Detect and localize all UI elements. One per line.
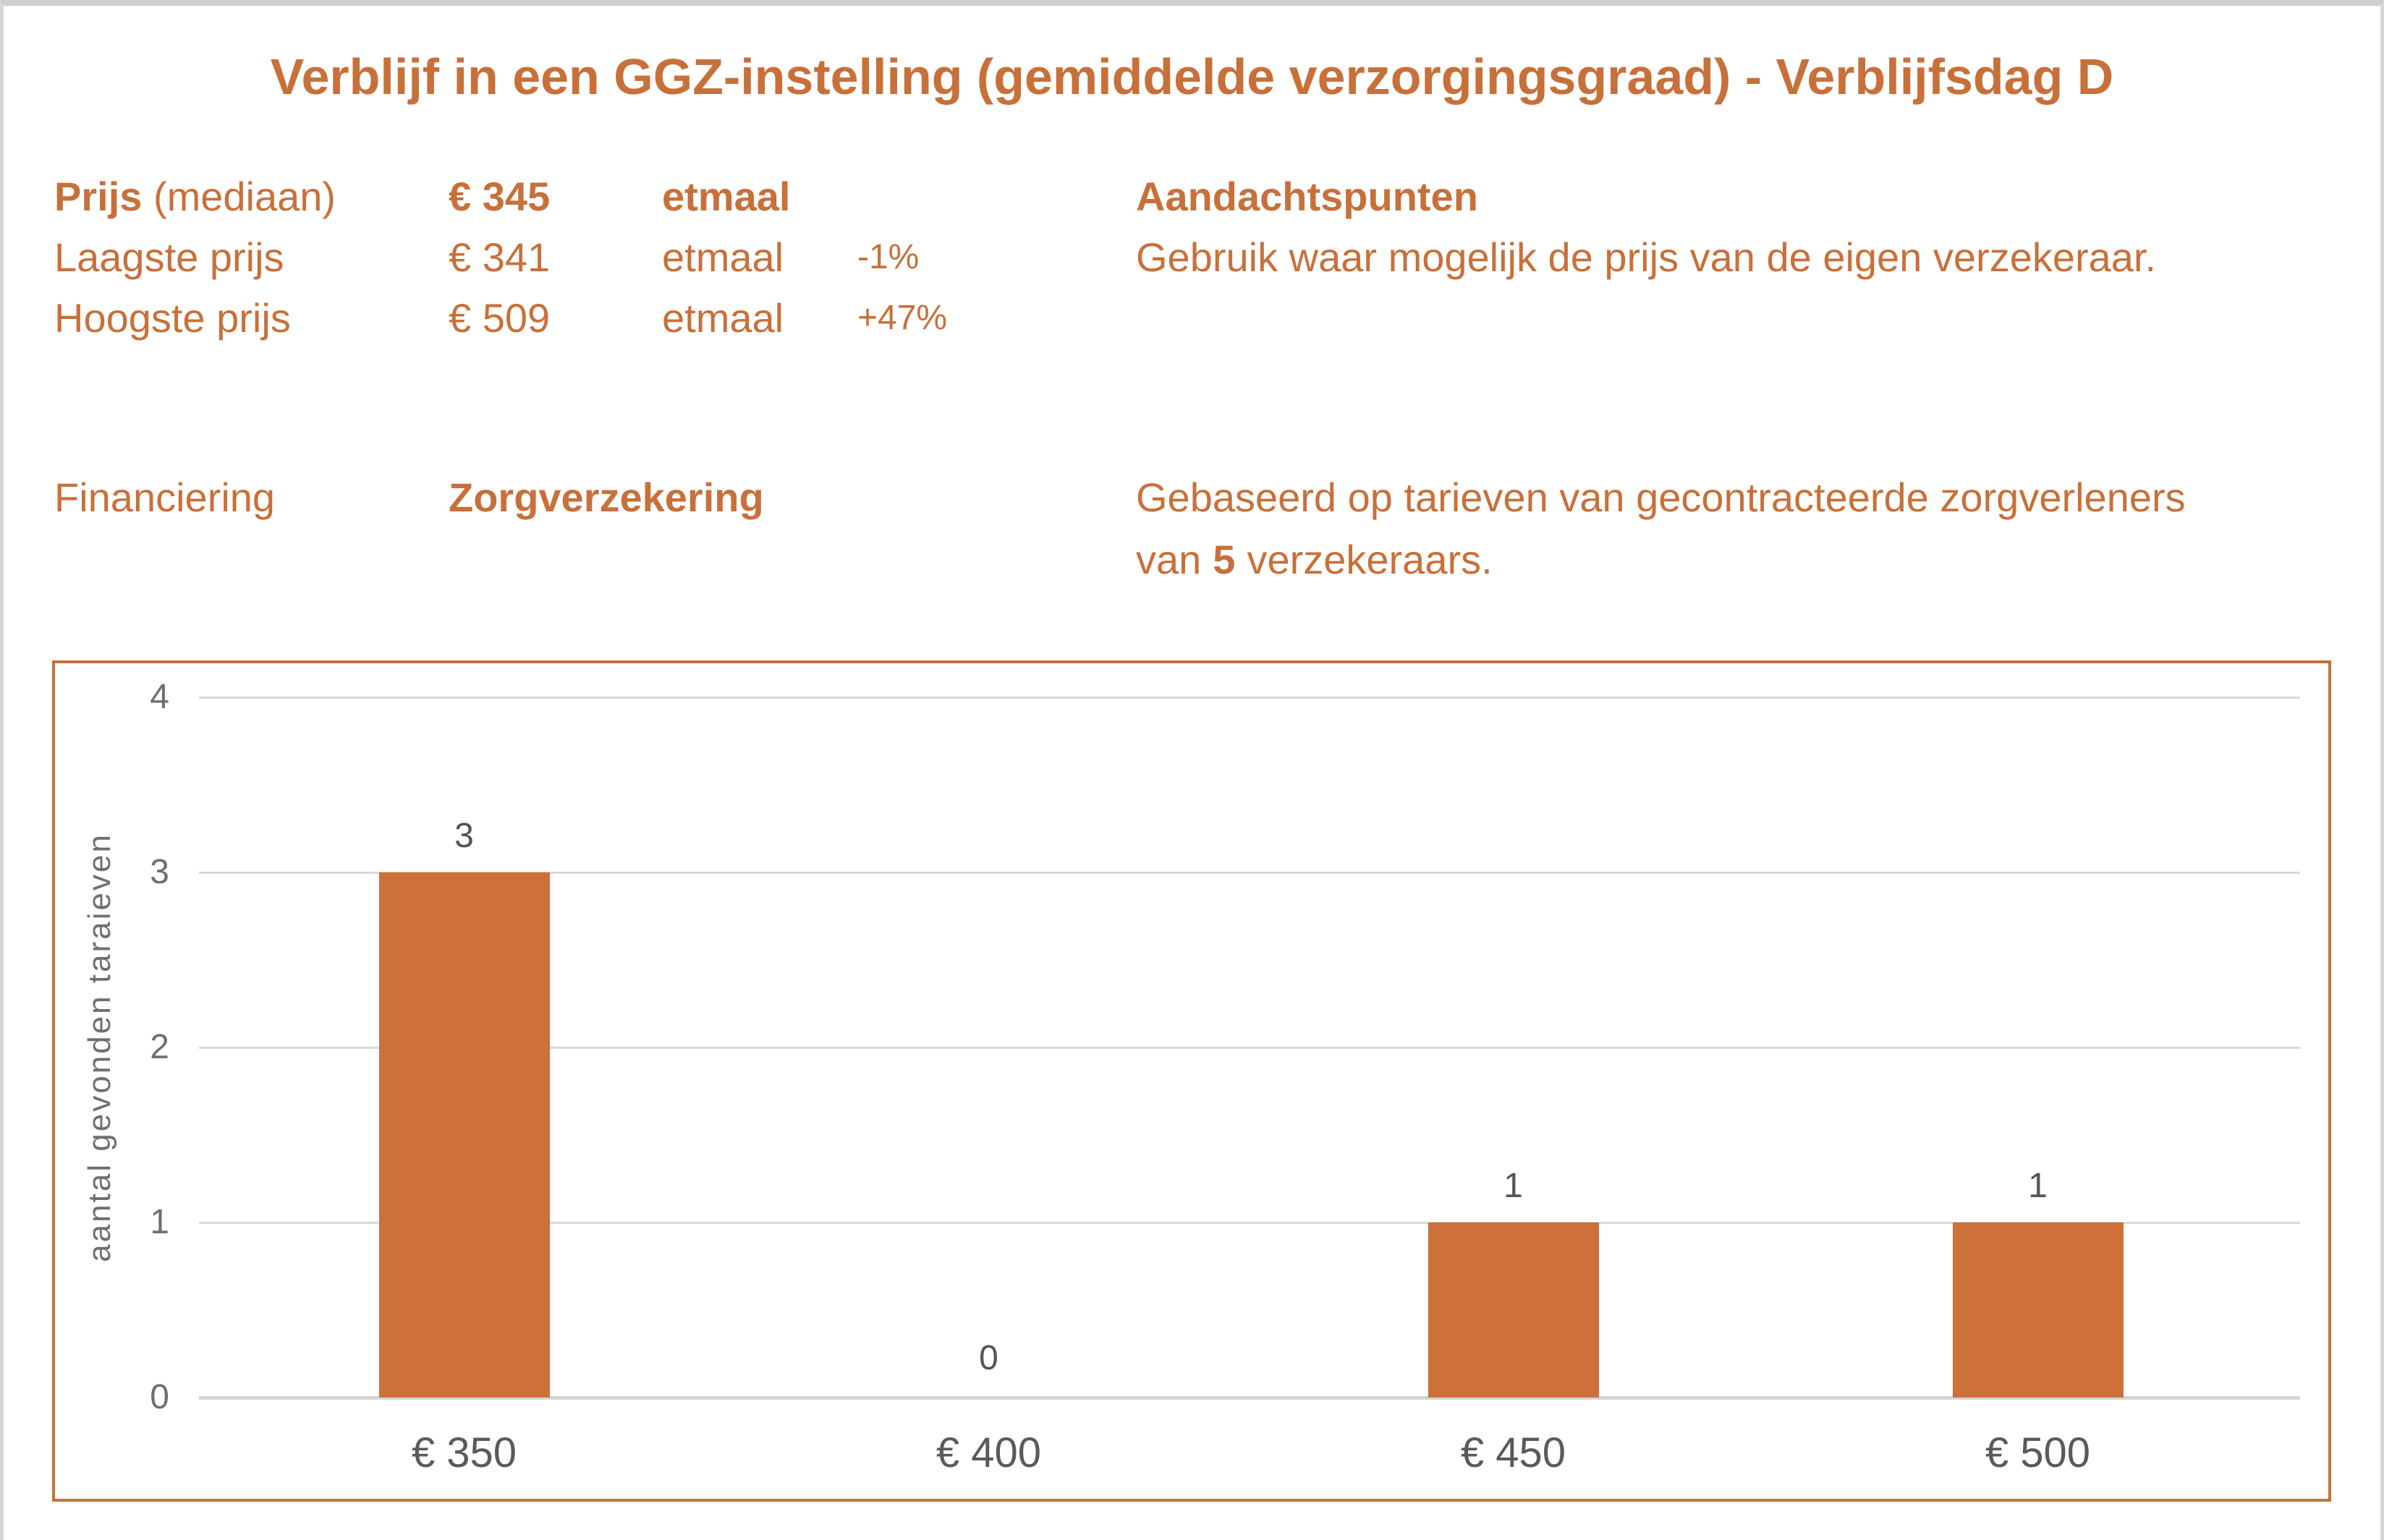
price-median-value: € 345 xyxy=(449,174,551,219)
x-axis-line xyxy=(199,1396,2300,1400)
y-tick-label: 3 xyxy=(150,853,169,891)
insurer-count: 5 xyxy=(1213,537,1236,582)
y-tick-label: 0 xyxy=(150,1378,169,1416)
gridline xyxy=(199,1046,2300,1049)
highest-price-label: Hoogste prijs xyxy=(54,295,291,341)
bar xyxy=(379,872,550,1398)
gridline xyxy=(199,696,2300,699)
y-tick-label: 1 xyxy=(150,1203,169,1241)
notes-based-line2: van 5 verzekeraars. xyxy=(1136,537,1493,583)
lowest-price-delta: -1% xyxy=(857,238,920,276)
highest-price-delta: +47% xyxy=(857,299,948,337)
notes-title: Aandachtspunten xyxy=(1136,174,1478,219)
x-tick-label: € 350 xyxy=(411,1429,517,1476)
price-median-label: Prijs (mediaan) xyxy=(54,174,336,220)
notes-based-line1: Gebaseerd op tarieven van gecontracteerd… xyxy=(1136,475,2186,520)
notes-based-line2-post: verzekeraars. xyxy=(1247,537,1493,582)
bar xyxy=(1953,1222,2124,1398)
price-median-unit: etmaal xyxy=(662,174,791,219)
gridline xyxy=(199,871,2300,874)
gridline xyxy=(199,1221,2300,1224)
x-tick-label: € 450 xyxy=(1460,1429,1566,1476)
y-tick-label: 4 xyxy=(150,678,169,716)
lowest-price-label: Laagste prijs xyxy=(54,234,284,280)
bar-value-label: 3 xyxy=(454,817,474,855)
highest-price-unit: etmaal xyxy=(662,295,784,341)
page-title: Verblijf in een GGZ-instelling (gemiddel… xyxy=(270,48,2114,105)
bar-value-label: 1 xyxy=(2028,1167,2048,1205)
x-tick-label: € 400 xyxy=(936,1429,1042,1476)
notes-advice: Gebruik waar mogelijk de prijs van de ei… xyxy=(1136,234,2157,280)
price-median-label-normal: (mediaan) xyxy=(142,174,336,219)
financing-label: Financiering xyxy=(54,475,276,520)
price-median-label-bold: Prijs xyxy=(54,174,143,219)
bar-value-label: 1 xyxy=(1503,1167,1523,1205)
highest-price-value: € 509 xyxy=(449,295,551,341)
lowest-price-unit: etmaal xyxy=(662,234,784,280)
bar xyxy=(1428,1222,1599,1398)
plot-area: 4 3 2 1 0 3 € 350 0 € 400 1 € 450 1 € 500 xyxy=(150,680,2300,1474)
bar-chart-card: aantal gevonden taraieven 4 3 2 1 0 3 € 350 0 € … xyxy=(52,660,2331,1502)
bar-value-label: 0 xyxy=(979,1339,998,1377)
x-tick-label: € 500 xyxy=(1985,1429,2091,1476)
lowest-price-value: € 341 xyxy=(449,234,551,280)
financing-value: Zorgverzekering xyxy=(449,475,764,520)
notes-based-line2-pre: van xyxy=(1136,537,1202,582)
y-tick-label: 2 xyxy=(150,1028,169,1066)
